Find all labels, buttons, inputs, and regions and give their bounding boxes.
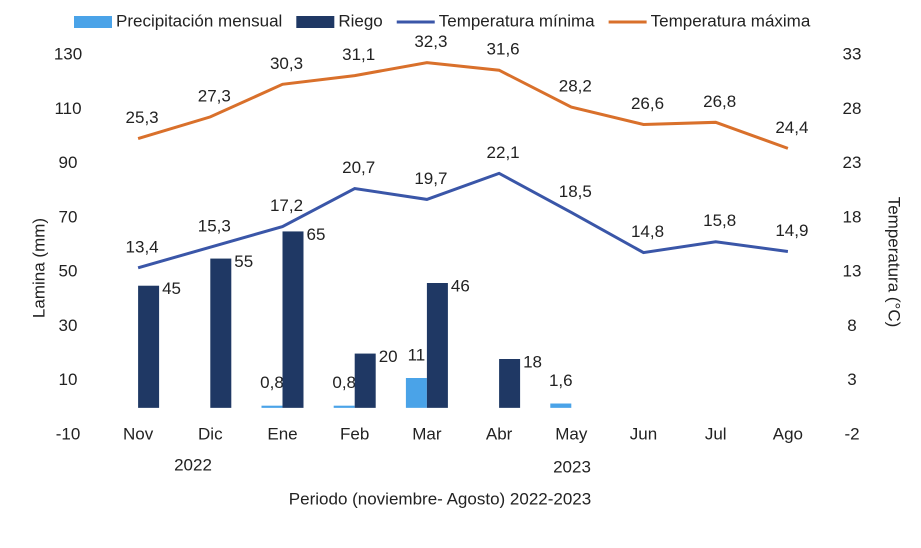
y2-tick-label: 18 (843, 207, 862, 226)
legend-label: Precipitación mensual (116, 11, 282, 30)
y-tick-label: 30 (59, 316, 78, 335)
bar (261, 405, 283, 408)
y2-tick-label: 33 (843, 44, 862, 63)
legend-label: Temperatura máxima (651, 11, 811, 30)
y2-tick-label: 13 (843, 262, 862, 281)
data-label: 18,5 (559, 182, 592, 201)
data-label: 18 (523, 352, 542, 371)
year-label: 2023 (553, 457, 591, 476)
x-tick-label: Ene (267, 424, 297, 443)
legend-label: Riego (338, 11, 382, 30)
data-label: 65 (307, 225, 326, 244)
bar (210, 258, 232, 408)
data-label: 27,3 (198, 86, 231, 105)
data-label: 13,4 (126, 237, 159, 256)
data-label: 14,8 (631, 222, 664, 241)
bar (426, 283, 448, 408)
y-axis-title: Lamina (mm) (29, 218, 48, 318)
data-label: 55 (234, 252, 253, 271)
y2-tick-label: 28 (843, 99, 862, 118)
data-label: 20 (379, 347, 398, 366)
x-tick-label: Feb (340, 424, 369, 443)
data-label: 46 (451, 276, 470, 295)
bar (550, 403, 572, 408)
data-label: 15,8 (703, 211, 736, 230)
y2-axis-title: Temperatura (°C) (885, 197, 904, 328)
legend-swatch (74, 16, 112, 28)
line-series (137, 171, 789, 270)
data-label: 28,2 (559, 77, 592, 96)
bar (405, 378, 427, 408)
x-tick-label: May (555, 424, 588, 443)
bar (282, 231, 304, 408)
data-label: 26,8 (703, 92, 736, 111)
x-tick-label: Jul (705, 424, 727, 443)
y2-tick-label: 3 (847, 370, 856, 389)
data-label: 14,9 (775, 221, 808, 240)
data-label: 1,6 (549, 371, 573, 390)
data-label: 19,7 (414, 169, 447, 188)
y2-tick-label: 23 (843, 153, 862, 172)
data-label: 15,3 (198, 217, 231, 236)
bar (333, 405, 355, 408)
line-series (137, 61, 789, 150)
x-tick-label: Nov (123, 424, 154, 443)
data-label: 0,8 (332, 373, 356, 392)
data-label: 11 (408, 345, 426, 364)
data-label: 45 (162, 279, 181, 298)
y2-tick-label: 8 (847, 316, 856, 335)
data-label: 31,1 (342, 45, 375, 64)
data-label: 20,7 (342, 158, 375, 177)
y-tick-label: 90 (59, 153, 78, 172)
y-tick-label: 70 (59, 207, 78, 226)
x-axis-title: Periodo (noviembre- Agosto) 2022-2023 (289, 489, 591, 508)
x-tick-label: Jun (630, 424, 657, 443)
x-tick-label: Mar (412, 424, 442, 443)
y-tick-label: 10 (59, 370, 78, 389)
y-tick-label: 130 (54, 44, 82, 63)
y-tick-label: 50 (59, 262, 78, 281)
y2-tick-label: -2 (844, 424, 859, 443)
bar (138, 285, 160, 408)
bar (499, 359, 521, 408)
data-label: 25,3 (126, 108, 159, 127)
year-label: 2022 (174, 455, 212, 474)
data-label: 32,3 (414, 32, 447, 51)
data-label: 22,1 (487, 143, 520, 162)
data-label: 0,8 (260, 373, 284, 392)
data-label: 17,2 (270, 196, 303, 215)
y-tick-label: 110 (54, 99, 81, 118)
data-label: 26,6 (631, 94, 664, 113)
y-tick-label: -10 (56, 424, 81, 443)
x-tick-label: Ago (773, 424, 803, 443)
x-tick-label: Dic (198, 424, 223, 443)
bar (354, 353, 376, 408)
data-label: 31,6 (487, 40, 520, 59)
legend-label: Temperatura mínima (439, 11, 595, 30)
data-label: 30,3 (270, 54, 303, 73)
legend-swatch (296, 16, 335, 28)
data-label: 24,4 (775, 118, 808, 137)
x-tick-label: Abr (486, 424, 513, 443)
